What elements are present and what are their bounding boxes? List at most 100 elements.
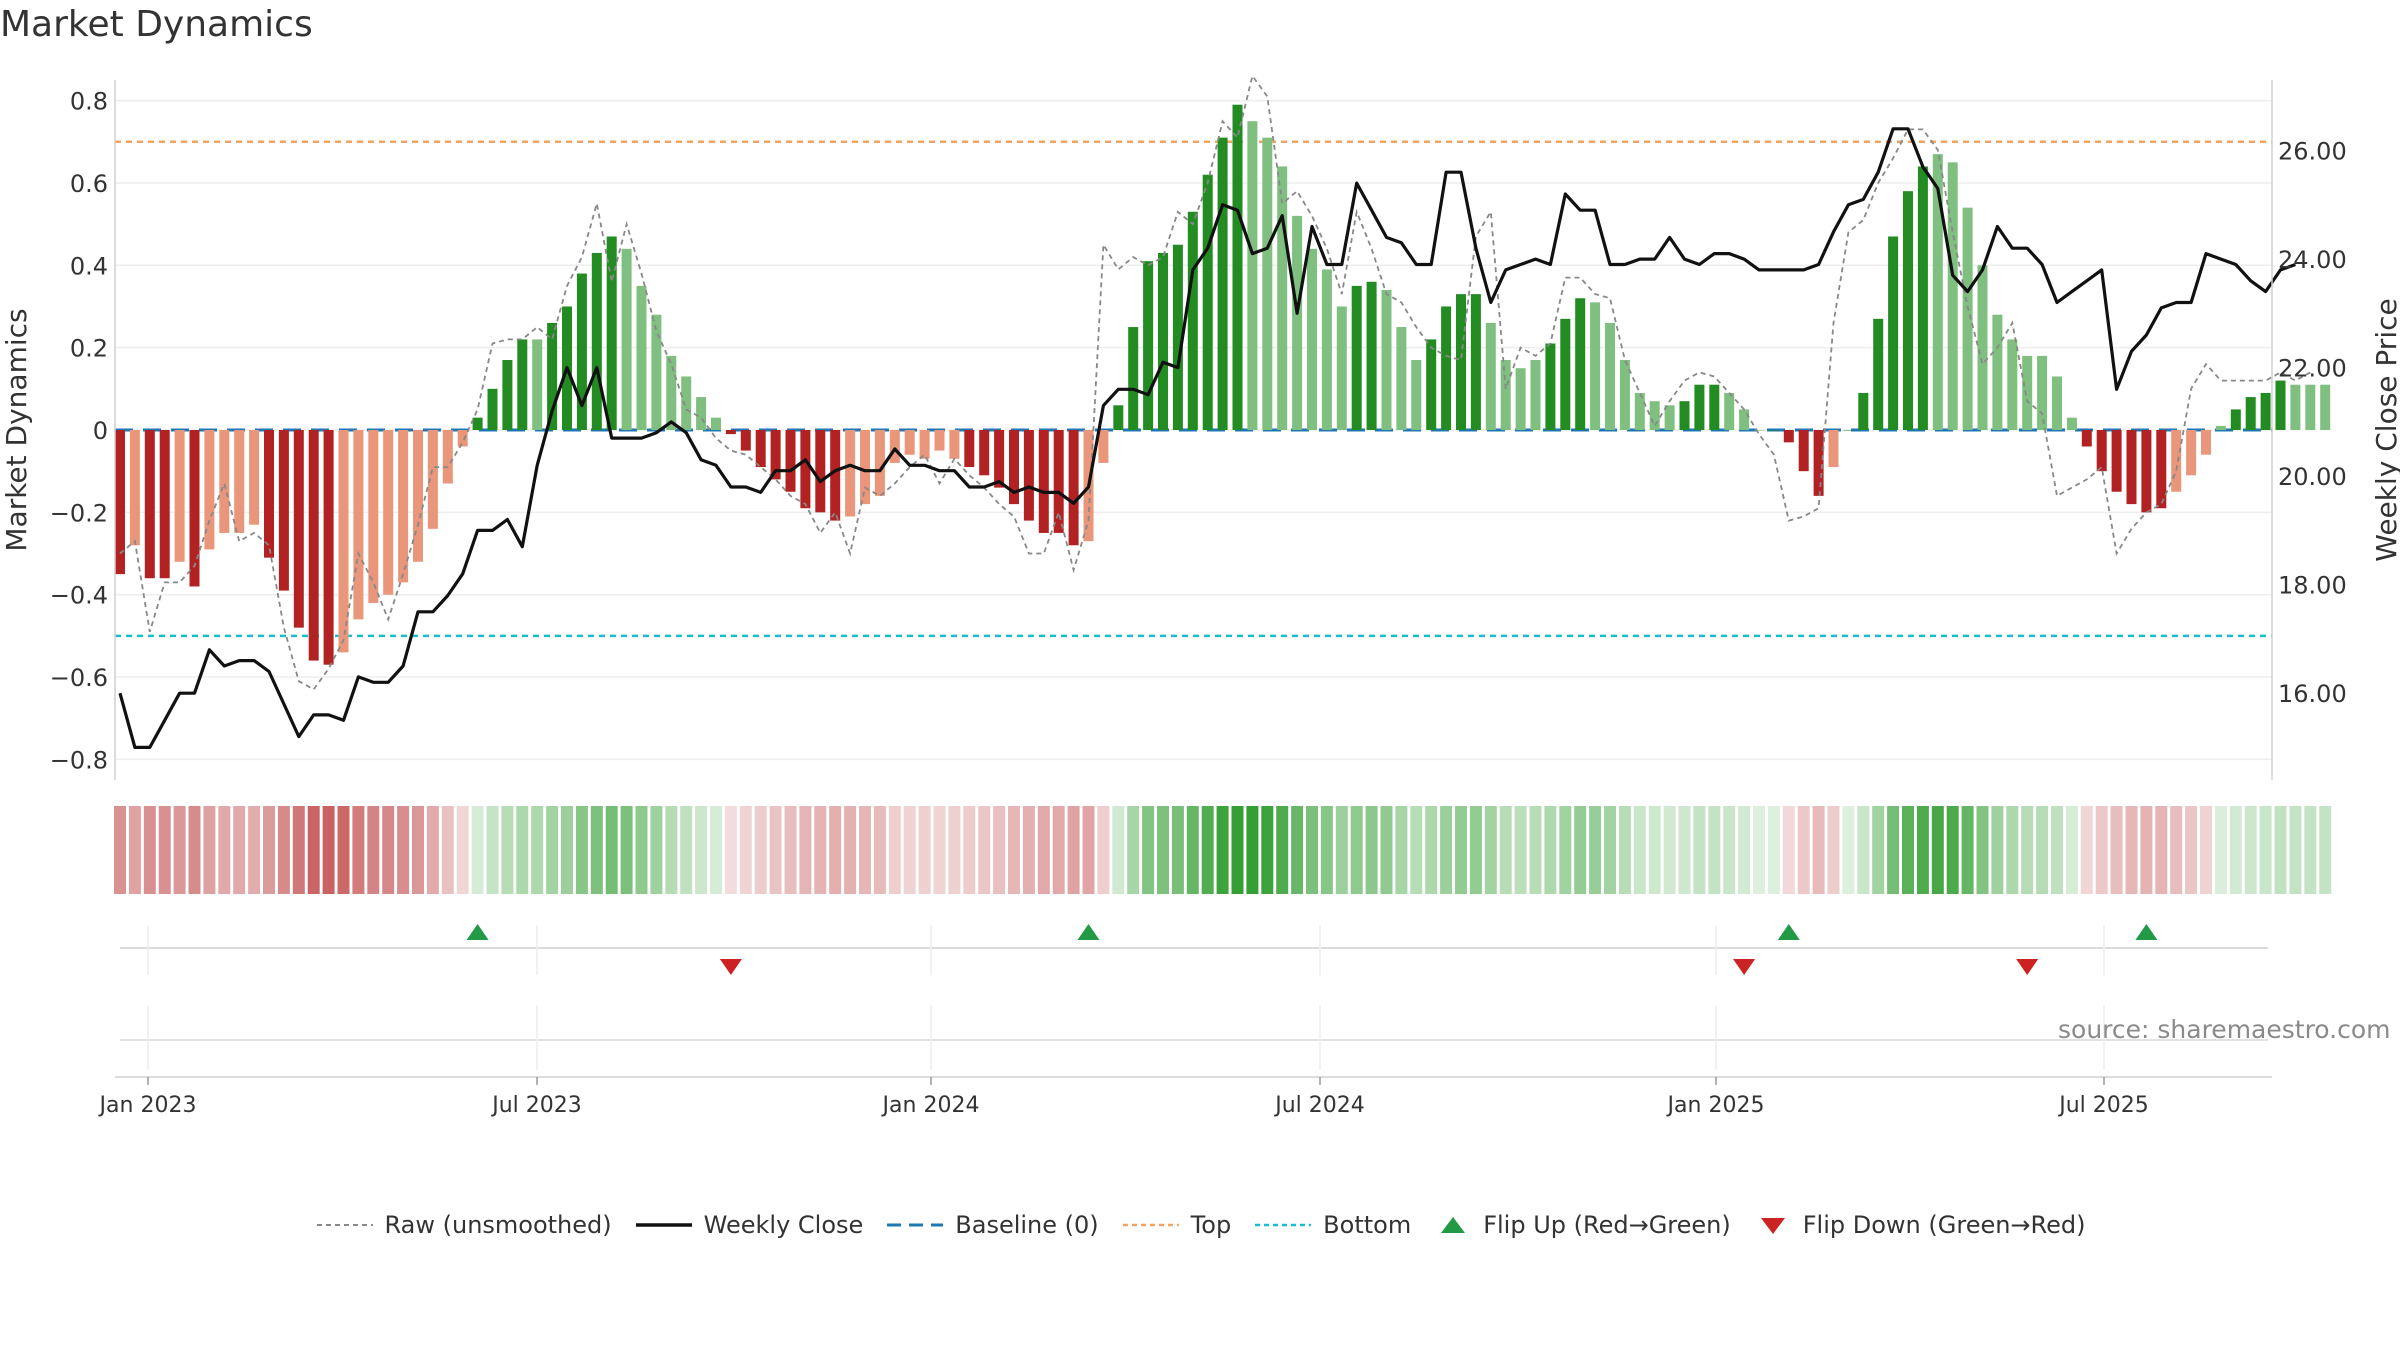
regime-cell (1708, 806, 1721, 894)
regime-cell (1604, 806, 1616, 894)
bar (323, 430, 334, 665)
regime-cell (1276, 806, 1289, 894)
regime-cell (1216, 806, 1229, 894)
x-tick-label: Jan 2025 (1666, 1093, 1765, 1118)
bar (1381, 290, 1392, 430)
bar (1441, 306, 1452, 430)
bar (681, 376, 692, 430)
y2-tick-label: 16.00 (2278, 680, 2347, 708)
bar (1739, 409, 1750, 430)
regime-cell (963, 806, 976, 894)
bar (606, 236, 617, 430)
bar (934, 430, 945, 451)
regime-cell (1440, 806, 1453, 894)
regime-cell (1499, 806, 1512, 894)
regime-cell (382, 806, 395, 894)
regime-cell (1872, 806, 1885, 894)
bar (2156, 430, 2167, 509)
legend-swatch (1441, 1217, 1466, 1233)
y2-tick-label: 22.00 (2278, 355, 2347, 383)
bar (1515, 368, 1526, 430)
bar (994, 430, 1005, 488)
legend-label: Weekly Close (703, 1211, 864, 1239)
regime-cell (397, 806, 410, 894)
bar (755, 430, 766, 468)
bar (1813, 430, 1824, 496)
bar (740, 430, 751, 451)
regime-cell (1067, 806, 1080, 894)
regime-cell (1261, 806, 1274, 894)
legend-item-flip-up: Flip Up (Red→Green) (1433, 1211, 1731, 1239)
regime-cell (1589, 806, 1602, 894)
y-tick-label: −0.8 (50, 746, 108, 774)
regime-cell (322, 806, 335, 894)
x-tick-label: Jan 2023 (98, 1093, 197, 1118)
bar (1903, 191, 1913, 430)
y2-axis-title: Weekly Close Price (2370, 298, 2400, 561)
regime-cell (1410, 806, 1423, 894)
regime-cell (1320, 806, 1333, 894)
bar (249, 430, 260, 525)
regime-cell (143, 806, 156, 894)
legend-label: Raw (unsmoothed) (384, 1211, 612, 1239)
bar (1798, 430, 1809, 472)
regime-cell (1946, 806, 1959, 894)
regime-cell (635, 806, 648, 894)
regime-cell (605, 806, 618, 894)
bar (800, 430, 811, 509)
bar (2230, 409, 2241, 430)
bar (2066, 417, 2077, 430)
bar (159, 430, 170, 579)
regime-cell (1574, 806, 1587, 894)
bar (1351, 285, 1362, 430)
flip-up-marker (1077, 924, 1100, 940)
flip-markers (120, 924, 2268, 1041)
bar (1187, 211, 1198, 430)
regime-cell (2319, 806, 2332, 894)
legend-label: Baseline (0) (955, 1211, 1099, 1239)
legend-swatch (316, 1224, 373, 1226)
bar (1143, 261, 1154, 430)
x-tick-label: Jul 2025 (2057, 1093, 2149, 1118)
bar (1977, 265, 1988, 430)
bar (1545, 343, 1556, 430)
bar (2037, 355, 2048, 430)
regime-cell (1112, 806, 1125, 894)
regime-cell (1291, 806, 1304, 894)
regime-cell (829, 806, 842, 894)
bar (1366, 281, 1377, 430)
close-line (118, 127, 2296, 750)
regime-cell (1157, 806, 1169, 894)
bar (1888, 236, 1899, 430)
bar (845, 430, 856, 517)
regime-cell (1127, 806, 1140, 894)
bar (2141, 430, 2152, 513)
bar (2275, 380, 2286, 430)
y2-tick-label: 24.00 (2278, 246, 2347, 274)
bar (815, 430, 826, 513)
bar (1262, 137, 1273, 430)
bar (2081, 430, 2092, 447)
source-credit: source: sharemaestro.com (2058, 1015, 2391, 1044)
bar (591, 252, 602, 430)
regime-cell (978, 806, 991, 894)
regime-cell (1648, 806, 1661, 894)
regime-cell (1231, 806, 1244, 894)
regime-cell (2244, 806, 2257, 894)
regime-cell (1693, 806, 1706, 894)
regime-cell (814, 806, 827, 894)
regime-cell (2259, 806, 2272, 894)
legend-label: Flip Down (Green→Red) (1802, 1211, 2086, 1239)
bar (338, 430, 349, 653)
regime-cell (1544, 806, 1557, 894)
bar (949, 430, 960, 459)
raw-line (119, 73, 2311, 691)
bar (1828, 430, 1839, 468)
bar (2126, 430, 2137, 505)
regime-cell (426, 806, 439, 894)
regime-cell (1186, 806, 1199, 894)
chart-legend: Raw (unsmoothed) Weekly Close Baseline (0)… (0, 1205, 2400, 1245)
bar (1664, 405, 1675, 430)
regime-cell (1887, 806, 1900, 894)
